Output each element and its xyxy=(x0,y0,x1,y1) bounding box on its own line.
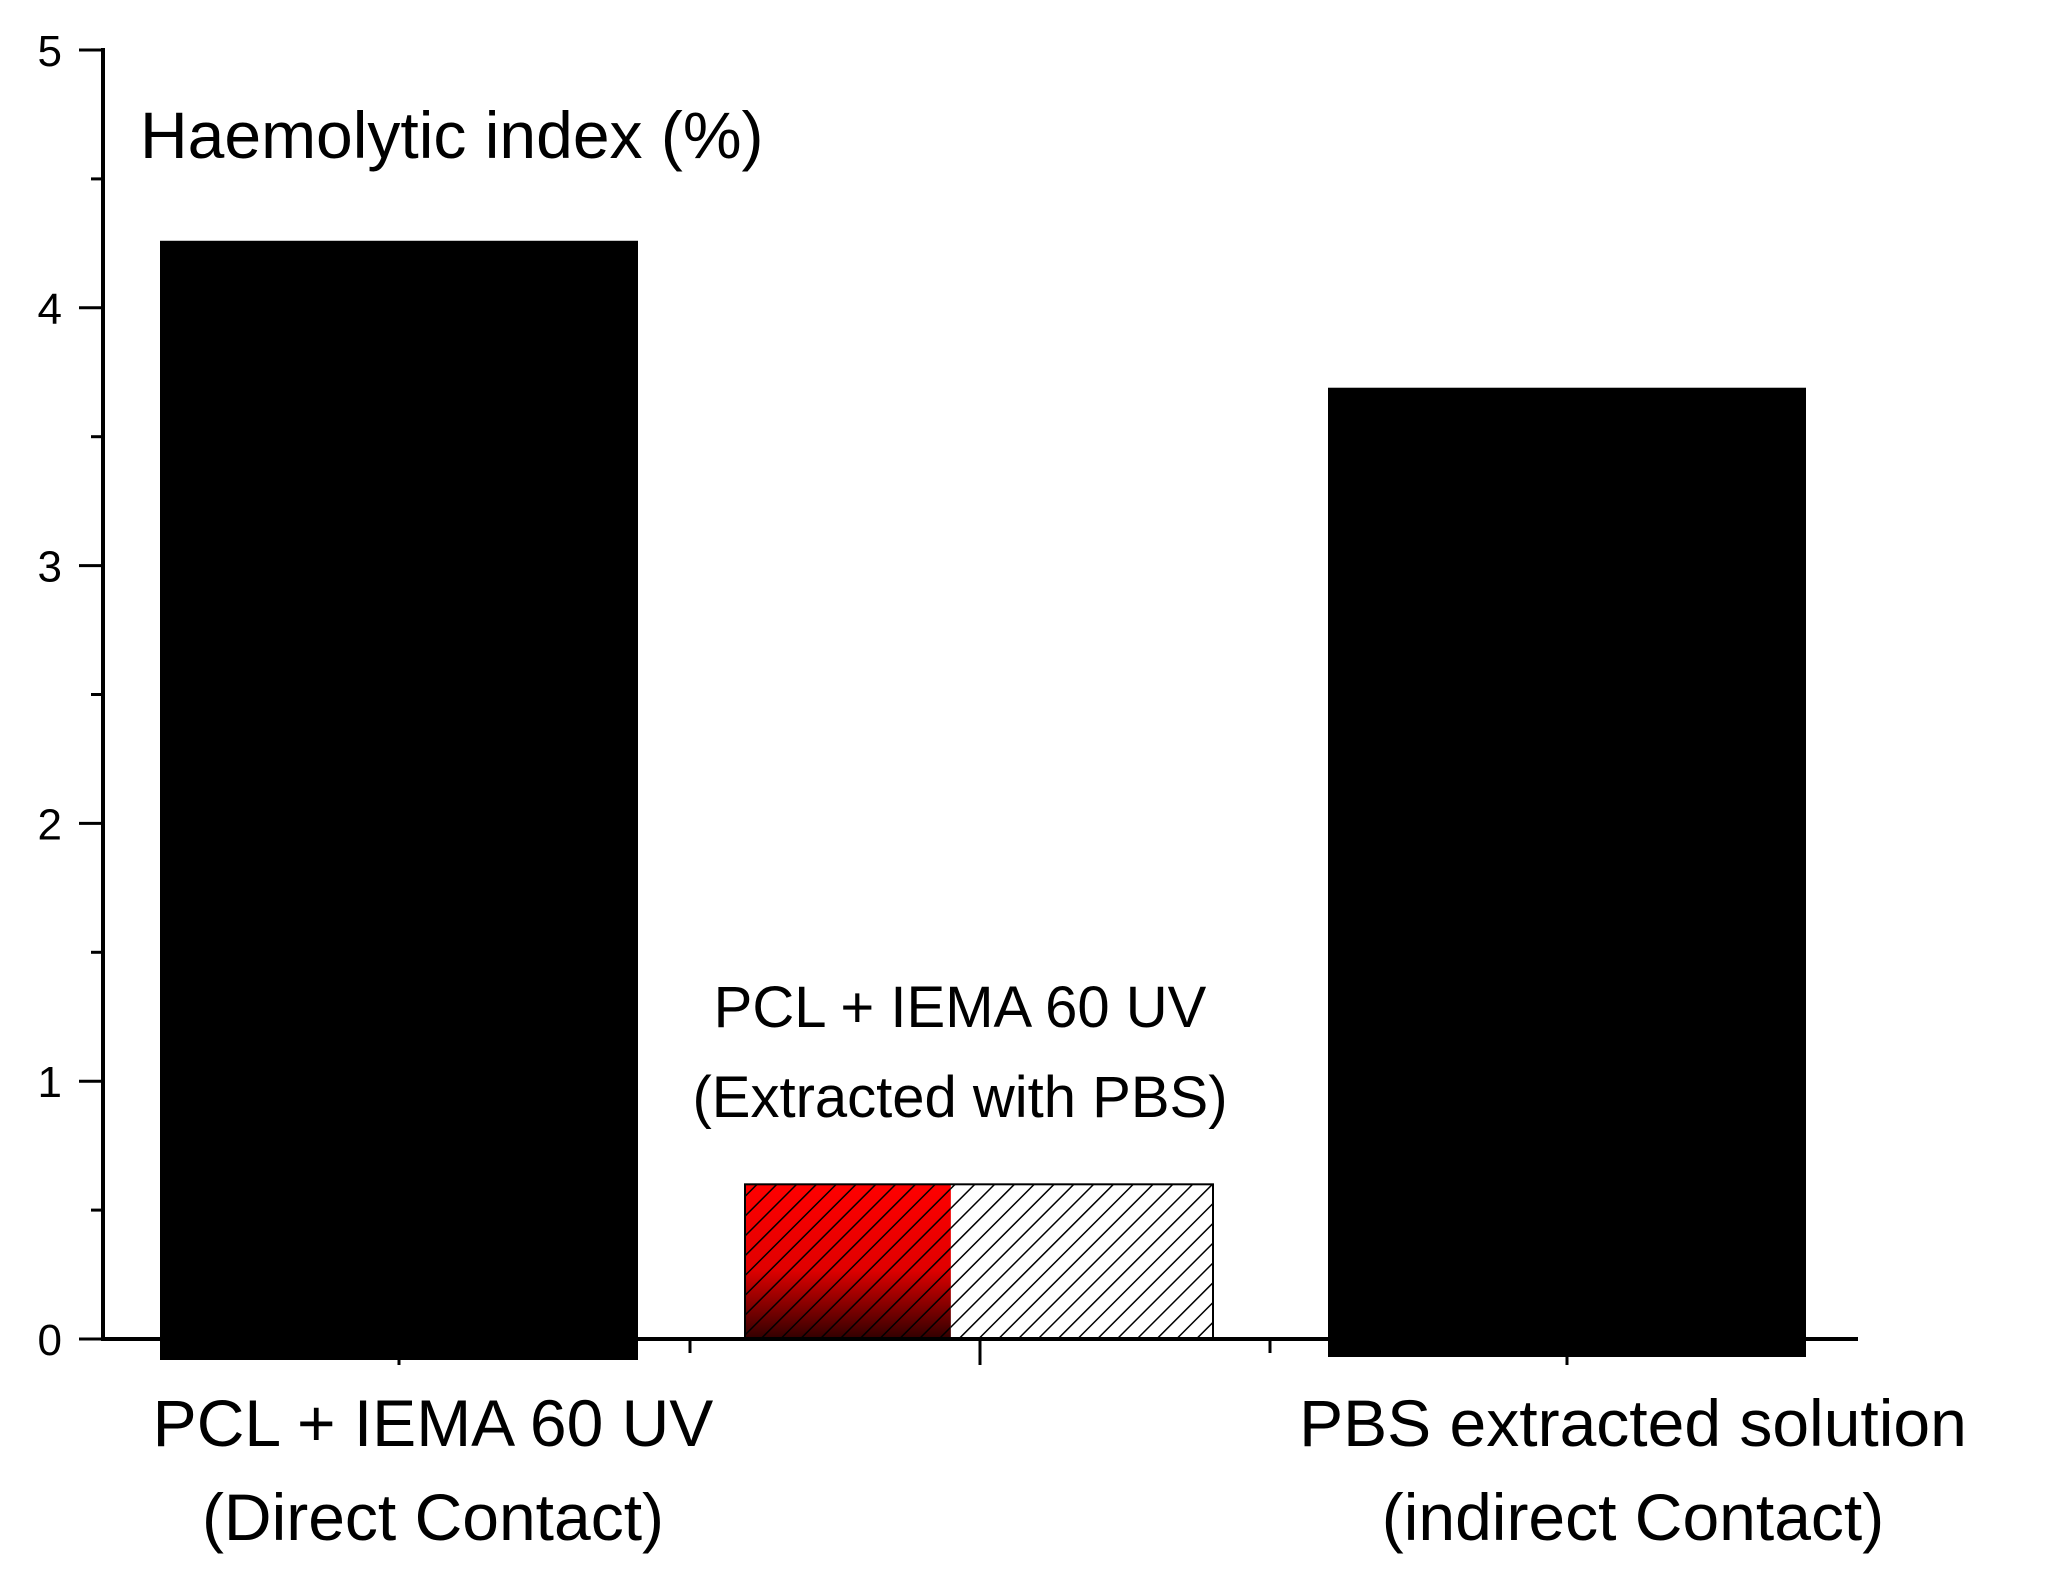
category-label-1-line2: (Direct Contact) xyxy=(202,1480,664,1554)
category-label-3-line1: PBS extracted solution xyxy=(1299,1386,1967,1460)
y-tick-label: 5 xyxy=(38,27,62,76)
labels-layer: 0 1 2 3 4 5 Haemolytic index (%) PCL + IEMA 60 … xyxy=(38,27,1967,1554)
y-tick-label: 4 xyxy=(38,285,62,334)
bars-layer xyxy=(160,240,1806,1361)
bar-2 xyxy=(744,1183,1214,1340)
y-tick-label: 2 xyxy=(38,800,62,849)
category-label-2-line2: (Extracted with PBS) xyxy=(692,1065,1227,1130)
y-tick-label: 0 xyxy=(38,1316,62,1365)
y-tick-label: 1 xyxy=(38,1058,62,1107)
bar-2-white-hatch xyxy=(950,1184,1213,1339)
bar-3 xyxy=(1328,387,1806,1357)
y-tick-label: 3 xyxy=(38,543,62,592)
category-label-1-line1: PCL + IEMA 60 UV xyxy=(153,1386,714,1460)
category-label-3-line2: (indirect Contact) xyxy=(1382,1480,1885,1554)
axes-layer xyxy=(79,48,1858,1365)
y-axis-title: Haemolytic index (%) xyxy=(140,98,764,172)
bar-1 xyxy=(160,240,638,1361)
category-label-2-line1: PCL + IEMA 60 UV xyxy=(714,975,1207,1040)
bar-2-red-hatch xyxy=(745,1184,951,1339)
